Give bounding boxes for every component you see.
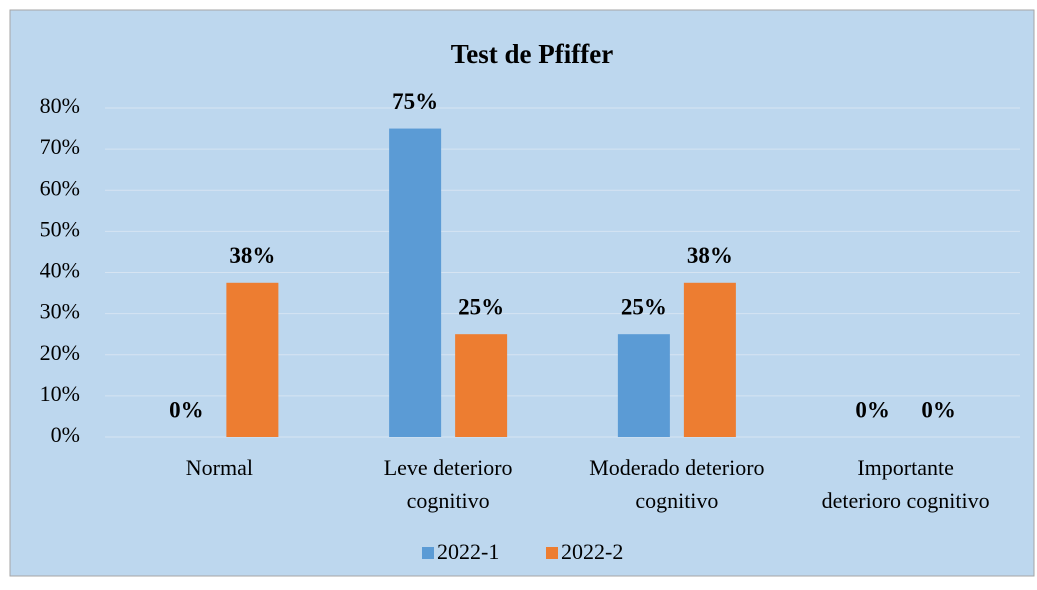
value-label: 0% (921, 397, 956, 422)
y-tick-label: 40% (40, 258, 80, 283)
y-tick-label: 50% (40, 216, 80, 241)
value-label: 25% (458, 294, 504, 319)
bar (226, 282, 279, 437)
value-label: 0% (855, 397, 890, 422)
bar (389, 128, 442, 437)
y-tick-label: 20% (40, 340, 80, 365)
x-tick-label: cognitivo (635, 488, 718, 513)
chart-background (9, 9, 1035, 577)
y-tick-label: 10% (40, 381, 80, 406)
x-tick-label: deterioro cognitivo (822, 488, 990, 513)
value-label: 38% (229, 243, 275, 268)
y-tick-label: 80% (40, 93, 80, 118)
bar (455, 334, 508, 437)
value-label: 75% (392, 89, 438, 114)
y-tick-label: 60% (40, 175, 80, 200)
legend-swatch (422, 547, 434, 559)
value-label: 25% (621, 294, 667, 319)
value-label: 38% (687, 243, 733, 268)
x-tick-label: Importante (857, 455, 954, 480)
legend-label: 2022-2 (561, 539, 623, 564)
legend-swatch (546, 547, 558, 559)
x-tick-label: Leve deterioro (384, 455, 513, 480)
y-tick-label: 70% (40, 134, 80, 159)
x-tick-label: cognitivo (407, 488, 490, 513)
legend-label: 2022-1 (437, 539, 499, 564)
bar (617, 334, 670, 437)
y-tick-label: 30% (40, 299, 80, 324)
x-tick-label: Moderado deterioro (589, 455, 764, 480)
chart-title: Test de Pfiffer (451, 39, 613, 69)
y-tick-label: 0% (51, 422, 80, 447)
value-label: 0% (169, 397, 204, 422)
x-tick-label: Normal (186, 455, 253, 480)
bar (683, 282, 736, 437)
